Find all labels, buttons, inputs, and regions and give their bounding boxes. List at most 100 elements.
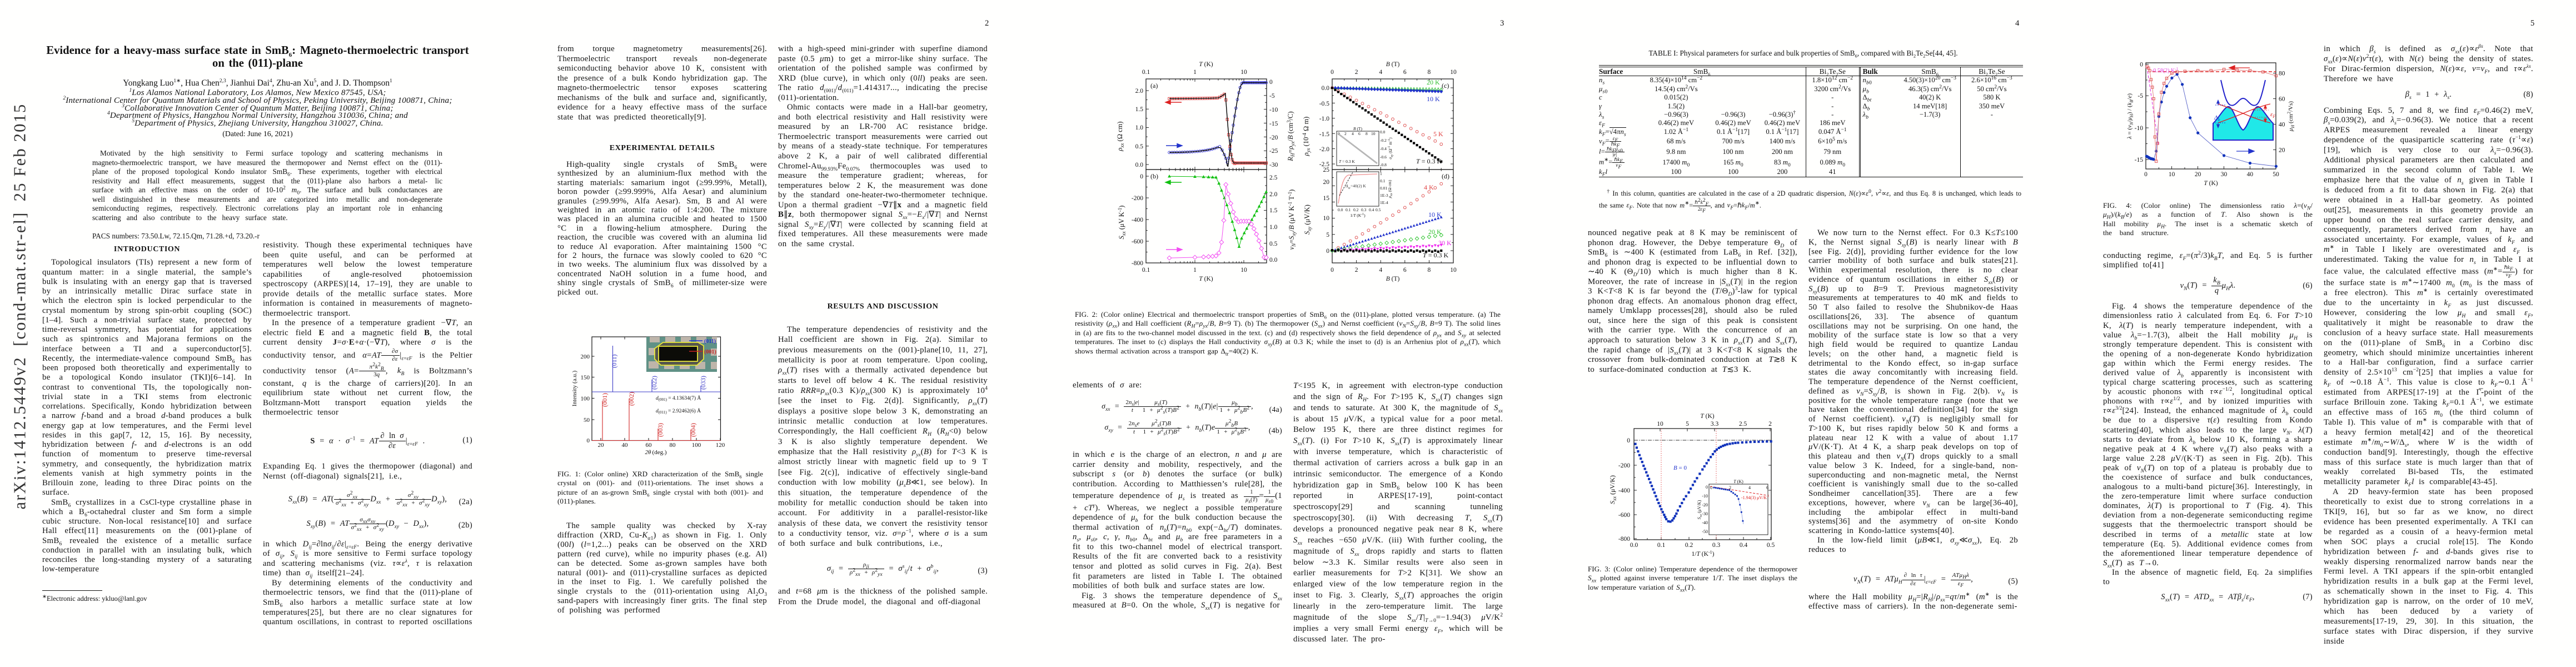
svg-text:d(001) = 4.13634(7) Å: d(001) = 4.13634(7) Å bbox=[656, 395, 701, 402]
svg-text:(003): (003) bbox=[657, 423, 664, 437]
svg-text:εF: εF bbox=[2270, 111, 2275, 119]
svg-text:-10: -10 bbox=[1269, 107, 1278, 113]
svg-text:-5: -5 bbox=[2137, 93, 2143, 99]
svg-text:(022): (022) bbox=[651, 376, 658, 390]
svg-text:2: 2 bbox=[1768, 421, 1772, 427]
svg-text:-400: -400 bbox=[1618, 487, 1630, 494]
svg-text:20 K: 20 K bbox=[1427, 78, 1440, 86]
svg-text:8: 8 bbox=[1428, 267, 1431, 273]
svg-text:10: 10 bbox=[2169, 171, 2175, 178]
svg-text:4: 4 bbox=[1352, 131, 1354, 136]
svg-text:0.0: 0.0 bbox=[1630, 542, 1638, 549]
svg-text:0.4: 0.4 bbox=[1740, 542, 1748, 549]
svg-text:10: 10 bbox=[1240, 267, 1247, 273]
svg-text:2.5: 2.5 bbox=[1269, 175, 1278, 181]
svg-text:-30: -30 bbox=[1269, 162, 1278, 168]
svg-text:40: 40 bbox=[2247, 171, 2254, 178]
svg-text:-25: -25 bbox=[1269, 148, 1278, 155]
svg-text:80: 80 bbox=[2279, 71, 2285, 77]
svg-text:4: 4 bbox=[1379, 69, 1382, 76]
svg-text:60: 60 bbox=[646, 442, 652, 449]
svg-text:-0.6: -0.6 bbox=[1380, 155, 1387, 160]
svg-text:100: 100 bbox=[692, 442, 701, 449]
svg-text:1/T (K-1): 1/T (K-1) bbox=[1692, 550, 1715, 558]
svg-text:-0.2: -0.2 bbox=[1380, 138, 1387, 143]
svg-text:2.0: 2.0 bbox=[1269, 191, 1278, 198]
svg-text:0.0: 0.0 bbox=[1135, 162, 1144, 168]
svg-text:-15: -15 bbox=[1269, 121, 1278, 127]
svg-text:-400: -400 bbox=[1132, 217, 1143, 223]
svg-text:=40(2) K: =40(2) K bbox=[1351, 183, 1366, 188]
svg-text:T (K): T (K) bbox=[2204, 180, 2218, 187]
svg-text:-800: -800 bbox=[1618, 536, 1630, 542]
svg-text:1/T (K-1): 1/T (K-1) bbox=[1350, 213, 1366, 218]
svg-text:T = 0.3 K: T = 0.3 K bbox=[1339, 159, 1355, 164]
svg-text:-1.0: -1.0 bbox=[1319, 116, 1329, 122]
svg-text:0.5: 0.5 bbox=[1135, 143, 1144, 150]
svg-text:4: 4 bbox=[1748, 485, 1751, 490]
svg-text:30 K: 30 K bbox=[1438, 239, 1452, 247]
svg-text:ρxx (Ω cm): ρxx (Ω cm) bbox=[1116, 121, 1125, 151]
svg-text:1.5: 1.5 bbox=[1269, 207, 1278, 214]
svg-text:0: 0 bbox=[587, 437, 590, 444]
svg-text:0.5: 0.5 bbox=[1376, 207, 1381, 212]
svg-text:ρyx (10-4 Ω m): ρyx (10-4 Ω m) bbox=[1302, 117, 1311, 157]
svg-text:0.1: 0.1 bbox=[1657, 542, 1666, 549]
svg-text:0: 0 bbox=[1269, 79, 1273, 86]
svg-text:2.0: 2.0 bbox=[1135, 88, 1144, 94]
svg-text:0.2: 0.2 bbox=[1353, 207, 1359, 212]
svg-text:200: 200 bbox=[581, 354, 590, 360]
svg-text:0: 0 bbox=[2140, 62, 2143, 68]
svg-text:Sxx (μV/K): Sxx (μV/K) bbox=[1608, 475, 1617, 504]
svg-text:0.4: 0.4 bbox=[1369, 207, 1374, 212]
svg-text:50: 50 bbox=[584, 417, 590, 424]
svg-text:0: 0 bbox=[1706, 485, 1708, 490]
svg-text:-1.94(3) μV/K: -1.94(3) μV/K bbox=[1741, 495, 1767, 500]
svg-text:-2.5: -2.5 bbox=[1319, 161, 1329, 168]
svg-text:0.1: 0.1 bbox=[1142, 267, 1150, 273]
svg-text:-20: -20 bbox=[1269, 135, 1278, 141]
svg-text:(011): (011) bbox=[704, 339, 716, 345]
svg-text:(d): (d) bbox=[1442, 172, 1449, 180]
svg-text:150: 150 bbox=[581, 375, 590, 381]
svg-text:Δb: Δb bbox=[2214, 115, 2220, 122]
svg-text:6: 6 bbox=[1766, 485, 1768, 490]
svg-text:-10: -10 bbox=[2135, 125, 2144, 132]
svg-text:(001): (001) bbox=[602, 393, 609, 407]
svg-text:-0.4: -0.4 bbox=[1380, 146, 1387, 151]
svg-text:1.0: 1.0 bbox=[1135, 125, 1144, 131]
svg-text:-600: -600 bbox=[1132, 238, 1143, 245]
svg-text:1: 1 bbox=[1193, 267, 1197, 273]
svg-text:0.5: 0.5 bbox=[1269, 241, 1278, 247]
svg-text:0.5: 0.5 bbox=[1767, 542, 1775, 549]
svg-text:-5: -5 bbox=[1269, 93, 1275, 99]
svg-text:(002): (002) bbox=[629, 392, 635, 406]
svg-text:RH=ρyx/B (cm3/C): RH=ρyx/B (cm3/C) bbox=[1286, 111, 1296, 161]
svg-text:(001): (001) bbox=[704, 349, 716, 355]
svg-text:Sxx (μV/K): Sxx (μV/K) bbox=[1697, 500, 1703, 519]
svg-text:0: 0 bbox=[1140, 173, 1143, 180]
svg-text:-2.0: -2.0 bbox=[1319, 146, 1329, 153]
svg-text:6: 6 bbox=[1403, 69, 1407, 76]
svg-text:λ = (νN/μH) / (kB/e): λ = (νN/μH) / (kB/e) bbox=[2126, 93, 2134, 140]
svg-text:1: 1 bbox=[1380, 171, 1382, 176]
svg-text:T (K): T (K) bbox=[1199, 61, 1213, 68]
svg-text:-0.8: -0.8 bbox=[1380, 162, 1387, 167]
svg-text:1E-3: 1E-3 bbox=[1380, 193, 1388, 198]
svg-text:1.0: 1.0 bbox=[1269, 224, 1278, 231]
svg-text:(011): (011) bbox=[611, 354, 618, 368]
svg-text:-20: -20 bbox=[1702, 502, 1708, 507]
svg-text:0.0: 0.0 bbox=[1269, 257, 1278, 263]
svg-text:B (T): B (T) bbox=[1386, 61, 1400, 68]
svg-text:40: 40 bbox=[622, 442, 629, 449]
svg-text:10: 10 bbox=[1323, 215, 1330, 222]
svg-text:6: 6 bbox=[1403, 267, 1407, 273]
svg-text:0.0: 0.0 bbox=[1380, 130, 1386, 135]
svg-text:ρxx (Ω cm): ρxx (Ω cm) bbox=[1387, 180, 1393, 198]
svg-text:0.1: 0.1 bbox=[1380, 178, 1386, 183]
svg-text:60: 60 bbox=[2279, 96, 2285, 103]
svg-text:-40: -40 bbox=[1702, 520, 1708, 525]
svg-text:0.3: 0.3 bbox=[1361, 207, 1367, 212]
svg-text:-0.5: -0.5 bbox=[1319, 101, 1329, 107]
svg-text:-30: -30 bbox=[1702, 511, 1708, 516]
